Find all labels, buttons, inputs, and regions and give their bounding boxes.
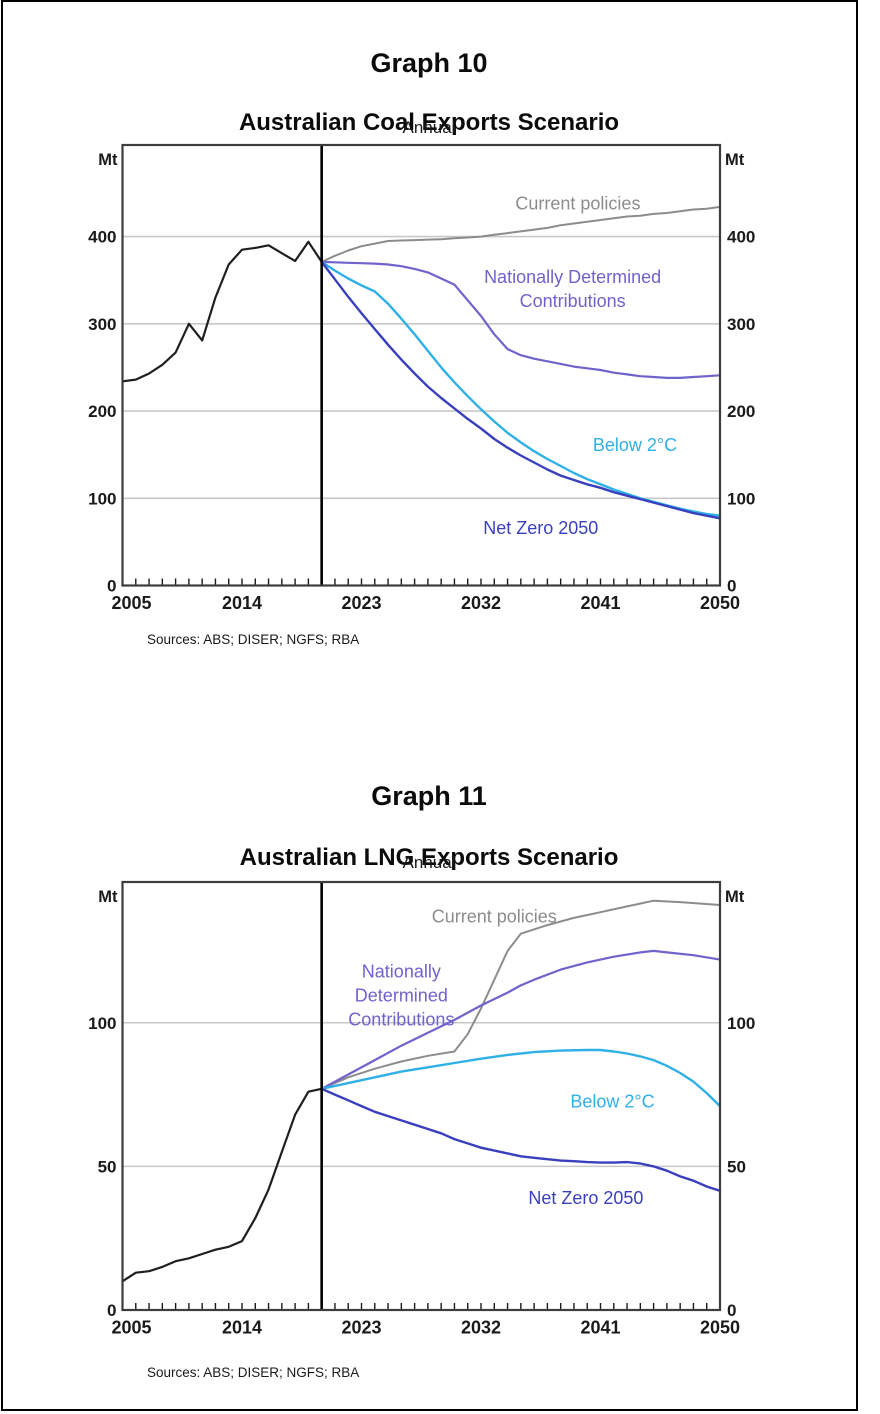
current-policies-line bbox=[320, 205, 721, 263]
y-tick-label-right-0: 0 bbox=[727, 1301, 736, 1320]
historical-line bbox=[121, 240, 323, 383]
plot-frame bbox=[121, 880, 722, 1312]
graph-10-title: Australian Coal Exports Scenario bbox=[238, 109, 620, 136]
y-tick-label-left-300: 300 bbox=[88, 315, 116, 334]
y-tick-label-left-100: 100 bbox=[88, 489, 116, 508]
x-tick-label-2014: 2014 bbox=[222, 1318, 262, 1338]
x-tick-label-2050: 2050 bbox=[700, 593, 740, 613]
graph-11-sources: Sources: ABS; DISER; NGFS; RBA bbox=[147, 1365, 360, 1380]
below-2c-line bbox=[320, 1048, 722, 1108]
y-tick-label-right-400: 400 bbox=[727, 228, 755, 247]
graph-11-frequency: Annual bbox=[402, 853, 456, 872]
x-tick-label-2023: 2023 bbox=[341, 593, 381, 613]
y-axis-unit-right: Mt bbox=[725, 888, 745, 906]
x-tick-label-2050: 2050 bbox=[700, 1318, 740, 1338]
current-policies-line bbox=[320, 899, 721, 1090]
y-tick-label-right-50: 50 bbox=[727, 1157, 746, 1176]
y-tick-label-left-200: 200 bbox=[88, 402, 116, 421]
y-tick-label-right-100: 100 bbox=[727, 489, 755, 508]
net-zero-2050-line bbox=[320, 260, 722, 520]
y-tick-label-left-0: 0 bbox=[107, 577, 116, 596]
nationally-determined-contributions-line bbox=[320, 260, 722, 379]
y-tick-label-right-200: 200 bbox=[727, 402, 755, 421]
x-tick-label-2005: 2005 bbox=[111, 1318, 151, 1338]
x-tick-label-2032: 2032 bbox=[461, 1318, 501, 1338]
lng-exports-chart: 0 0 50 50 100 100 Mt Mt 2005 2014 2023 2032 2041 2050… bbox=[88, 880, 755, 1338]
graph-11-title: Australian LNG Exports Scenario bbox=[239, 844, 619, 871]
net-zero-2050-line bbox=[320, 1087, 722, 1192]
y-axis-unit-left: Mt bbox=[98, 888, 118, 906]
net-zero-2050-label: Net Zero 2050 bbox=[528, 1188, 643, 1208]
y-tick-label-right-300: 300 bbox=[727, 315, 755, 334]
y-tick-label-left-50: 50 bbox=[98, 1157, 117, 1176]
y-tick-label-right-100: 100 bbox=[727, 1014, 755, 1033]
current-policies-label: Current policies bbox=[515, 193, 640, 213]
below-2c-label: Below 2°C bbox=[593, 435, 677, 455]
plot-frame bbox=[121, 143, 722, 587]
nationally-determined-contributions-label: Nationally Determined Contributions bbox=[348, 962, 454, 1030]
current-policies-label: Current policies bbox=[432, 907, 557, 927]
graph-10-number: Graph 10 bbox=[370, 48, 488, 79]
graph-10-sources: Sources: ABS; DISER; NGFS; RBA bbox=[147, 632, 360, 647]
coal-exports-chart: 0 0 100 100 200 200 300 300 400 400 Mt Mt 2005 2014 20… bbox=[88, 143, 755, 613]
y-tick-label-left-100: 100 bbox=[88, 1014, 116, 1033]
x-tick-label-2041: 2041 bbox=[580, 1318, 620, 1338]
net-zero-2050-label: Net Zero 2050 bbox=[483, 518, 598, 538]
graph-11-number: Graph 11 bbox=[371, 781, 487, 812]
y-tick-label-right-0: 0 bbox=[727, 577, 736, 596]
x-tick-label-2005: 2005 bbox=[111, 593, 151, 613]
nationally-determined-contributions-line bbox=[320, 949, 722, 1090]
x-tick-label-2014: 2014 bbox=[222, 593, 262, 613]
y-tick-label-left-0: 0 bbox=[107, 1301, 116, 1320]
historical-line bbox=[121, 1087, 323, 1283]
x-tick-label-2041: 2041 bbox=[580, 593, 620, 613]
below-2c-label: Below 2°C bbox=[570, 1092, 654, 1112]
graph-10-frequency: Annual bbox=[402, 118, 456, 137]
x-tick-label-2023: 2023 bbox=[341, 1318, 381, 1338]
x-tick-label-2032: 2032 bbox=[461, 593, 501, 613]
y-tick-label-left-400: 400 bbox=[88, 228, 116, 247]
nationally-determined-contributions-label: Nationally Determined Contributions bbox=[484, 267, 661, 311]
y-axis-unit-right: Mt bbox=[725, 151, 745, 169]
y-axis-unit-left: Mt bbox=[98, 151, 118, 169]
